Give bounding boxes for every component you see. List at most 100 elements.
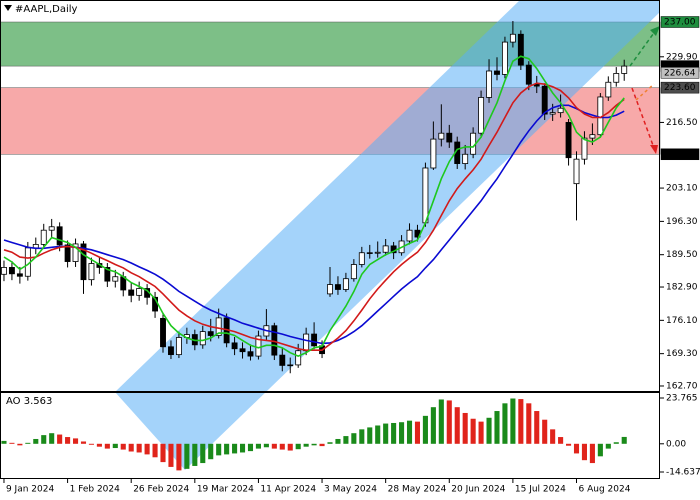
- ao-bar: [88, 443, 94, 445]
- ao-bar: [33, 438, 39, 444]
- ao-frame: [0, 392, 660, 479]
- x-tick-label: 26 Feb 2024: [133, 485, 189, 495]
- candle-body: [517, 33, 524, 66]
- price-level-label: 223.60: [664, 83, 696, 93]
- ao-bar: [470, 418, 476, 444]
- y-tick-label: 0.00: [666, 439, 686, 449]
- x-tick-label: 20 Jun 2024: [451, 485, 505, 495]
- ao-bar: [589, 443, 595, 464]
- ao-bar: [526, 403, 532, 444]
- y-tick-label: 203.10: [666, 184, 698, 194]
- ao-bar: [359, 429, 365, 444]
- candle-body: [350, 264, 357, 280]
- ao-bar: [605, 443, 611, 449]
- ao-bar: [72, 438, 79, 444]
- price-level-label: 210.00: [664, 150, 696, 160]
- ao-bar: [414, 421, 421, 444]
- indicator-title: AO 3.563: [6, 396, 52, 407]
- ao-bar: [566, 443, 572, 446]
- candle-body: [382, 245, 389, 253]
- price-level-box: [660, 16, 700, 28]
- ao-bar: [510, 398, 516, 444]
- candle-body: [438, 132, 445, 140]
- x-tick-label: 19 Mar 2024: [197, 485, 254, 495]
- x-tick-label: 3 May 2024: [324, 485, 377, 495]
- ao-bar: [184, 443, 190, 469]
- y-tick-label: 169.30: [666, 349, 698, 359]
- ao-bar: [438, 399, 444, 444]
- candle-body: [446, 132, 453, 143]
- candle-body: [462, 153, 469, 164]
- ao-bar: [192, 443, 198, 466]
- x-tick-label: 28 May 2024: [388, 485, 447, 495]
- candle-body: [64, 244, 71, 262]
- ao-bar: [17, 443, 23, 446]
- candle-body: [48, 226, 55, 231]
- ao-bar: [80, 441, 87, 444]
- candle-body: [215, 317, 222, 336]
- ao-bar: [279, 443, 285, 450]
- candle-body: [128, 289, 135, 296]
- candle-body: [136, 288, 143, 296]
- ao-bar: [446, 400, 452, 444]
- main-frame: [0, 0, 660, 392]
- ao-bar: [49, 433, 55, 444]
- forecast-arrow-up: [629, 29, 657, 67]
- x-tick-label: 15 Jul 2024: [515, 485, 566, 495]
- candle-body: [1, 267, 7, 275]
- x-tick-label: 11 Apr 2024: [260, 485, 316, 495]
- candle-body: [589, 134, 596, 139]
- candle-body: [40, 229, 47, 245]
- ao-bar: [391, 422, 397, 444]
- price-level-box: [660, 67, 700, 79]
- ao-bar: [295, 443, 301, 450]
- ao-bar: [263, 443, 269, 448]
- ao-bar: [319, 443, 325, 447]
- ao-bar: [200, 443, 206, 464]
- ao-bar: [271, 443, 277, 449]
- moving-average: [3, 82, 625, 351]
- menu-icon[interactable]: [4, 5, 12, 11]
- y-tick-label: 23.765: [666, 393, 698, 403]
- ao-bar: [104, 443, 110, 449]
- candle-body: [287, 364, 294, 367]
- ao-bar: [581, 443, 588, 461]
- price-level-label: 226.64: [664, 68, 696, 78]
- ao-bar: [152, 443, 158, 458]
- price-level-box: [660, 148, 700, 161]
- ao-bar: [534, 411, 540, 444]
- ao-bar: [112, 443, 118, 449]
- ao-bar: [311, 443, 317, 446]
- candle-body: [303, 333, 310, 352]
- ao-bar: [550, 429, 556, 444]
- ao-bar: [462, 412, 468, 444]
- y-tick-label: 162.70: [666, 381, 698, 391]
- candle-body: [160, 317, 166, 348]
- candle-body: [621, 65, 628, 74]
- ao-bar: [57, 434, 63, 444]
- ao-bar: [255, 443, 261, 449]
- candle-body: [311, 333, 318, 347]
- ao-bar: [494, 411, 500, 444]
- ao-bar: [367, 427, 373, 444]
- ao-bar: [232, 443, 238, 454]
- ao-bar: [335, 438, 341, 444]
- candle-body: [581, 137, 588, 160]
- ao-bar: [65, 437, 71, 444]
- ao-bar: [454, 407, 460, 444]
- y-tick-label: 176.10: [666, 316, 698, 326]
- candle-body: [279, 354, 286, 366]
- candle-body: [374, 251, 381, 254]
- plot-layer: [1, 21, 628, 471]
- candle-body: [605, 81, 612, 98]
- ao-bar: [224, 443, 230, 455]
- ao-bar: [160, 443, 166, 463]
- ao-bar: [287, 443, 293, 451]
- ao-bar: [518, 399, 524, 444]
- ao-bar: [144, 443, 150, 455]
- ao-bar: [383, 423, 389, 444]
- candle-body: [366, 252, 373, 254]
- ao-bar: [486, 417, 492, 444]
- candle-body: [533, 83, 540, 87]
